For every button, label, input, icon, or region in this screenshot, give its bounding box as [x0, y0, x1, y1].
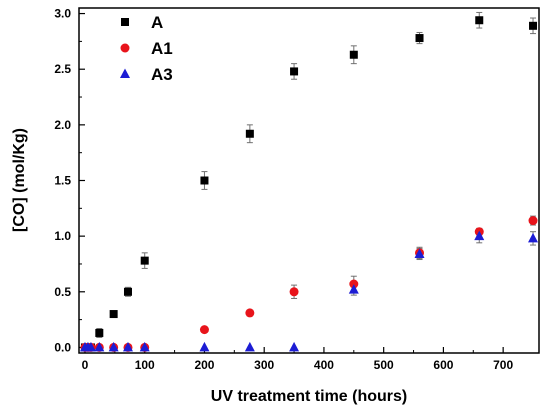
x-tick-label: 400 [314, 358, 334, 372]
legend-marker-A [121, 18, 129, 26]
y-tick-label: 1.5 [54, 174, 71, 188]
series-A1-point [245, 308, 255, 318]
points-layer [79, 16, 539, 352]
legend-label-A3: A3 [151, 65, 173, 84]
legend-marker-A3 [120, 68, 130, 78]
series-A-point [95, 328, 104, 337]
series-A3-point [199, 341, 210, 352]
error-bars-layer [81, 11, 537, 351]
y-tick-label: 0.5 [54, 285, 71, 299]
series-A3-point [85, 341, 96, 352]
series-A3-point [414, 248, 425, 258]
series-A1-point [289, 287, 299, 297]
series-A-point [140, 256, 149, 265]
y-tick-label: 3.0 [54, 7, 71, 21]
series-A-point [109, 310, 118, 319]
series-A-point [245, 129, 254, 138]
x-tick-label: 0 [82, 358, 89, 372]
legend-label-A1: A1 [151, 39, 173, 58]
x-tick-label: 600 [433, 358, 453, 372]
series-A3-point [474, 230, 485, 241]
x-tick-label: 700 [493, 358, 513, 372]
x-tick-label: 200 [194, 358, 214, 372]
series-A3-point [348, 284, 359, 294]
ticks-layer: 0 100 200 300 400 500 600 700 0.0 0.5 1.0 1.5 2.0 2.5… [54, 7, 513, 372]
x-axis-title: UV treatment time (hours) [211, 388, 407, 405]
x-tick-label: 300 [254, 358, 274, 372]
series-A-point [349, 50, 358, 59]
series-A-point [475, 16, 484, 25]
legend-label-A: A [151, 13, 163, 32]
series-A3-point [108, 341, 119, 352]
plot-frame [78, 7, 540, 354]
series-A1-point [199, 325, 209, 335]
series-A1-point [349, 279, 359, 289]
series-A3-point [94, 341, 105, 352]
legend-marker-A1 [120, 43, 130, 53]
series-A-point [200, 176, 209, 185]
series-A3-point [139, 341, 150, 352]
y-tick-label: 1.0 [54, 229, 71, 243]
series-A3-point [528, 232, 539, 243]
x-tick-label: 100 [135, 358, 155, 372]
series-A3-point [244, 341, 255, 352]
y-tick-label: 2.5 [54, 62, 71, 76]
series-A3-point [289, 341, 300, 352]
y-tick-label: 0.0 [54, 340, 71, 354]
series-A-point [415, 34, 424, 43]
x-tick-label: 500 [374, 358, 394, 372]
legend: A A1 A3 [120, 13, 173, 84]
series-A1-point [528, 216, 538, 226]
series-A3-point [122, 341, 133, 352]
series-A-point [123, 287, 132, 296]
series-A-point [529, 21, 538, 30]
y-axis-title: [CO] (mol/Kg) [11, 128, 28, 232]
series-A-point [290, 67, 299, 76]
y-tick-label: 2.0 [54, 118, 71, 132]
